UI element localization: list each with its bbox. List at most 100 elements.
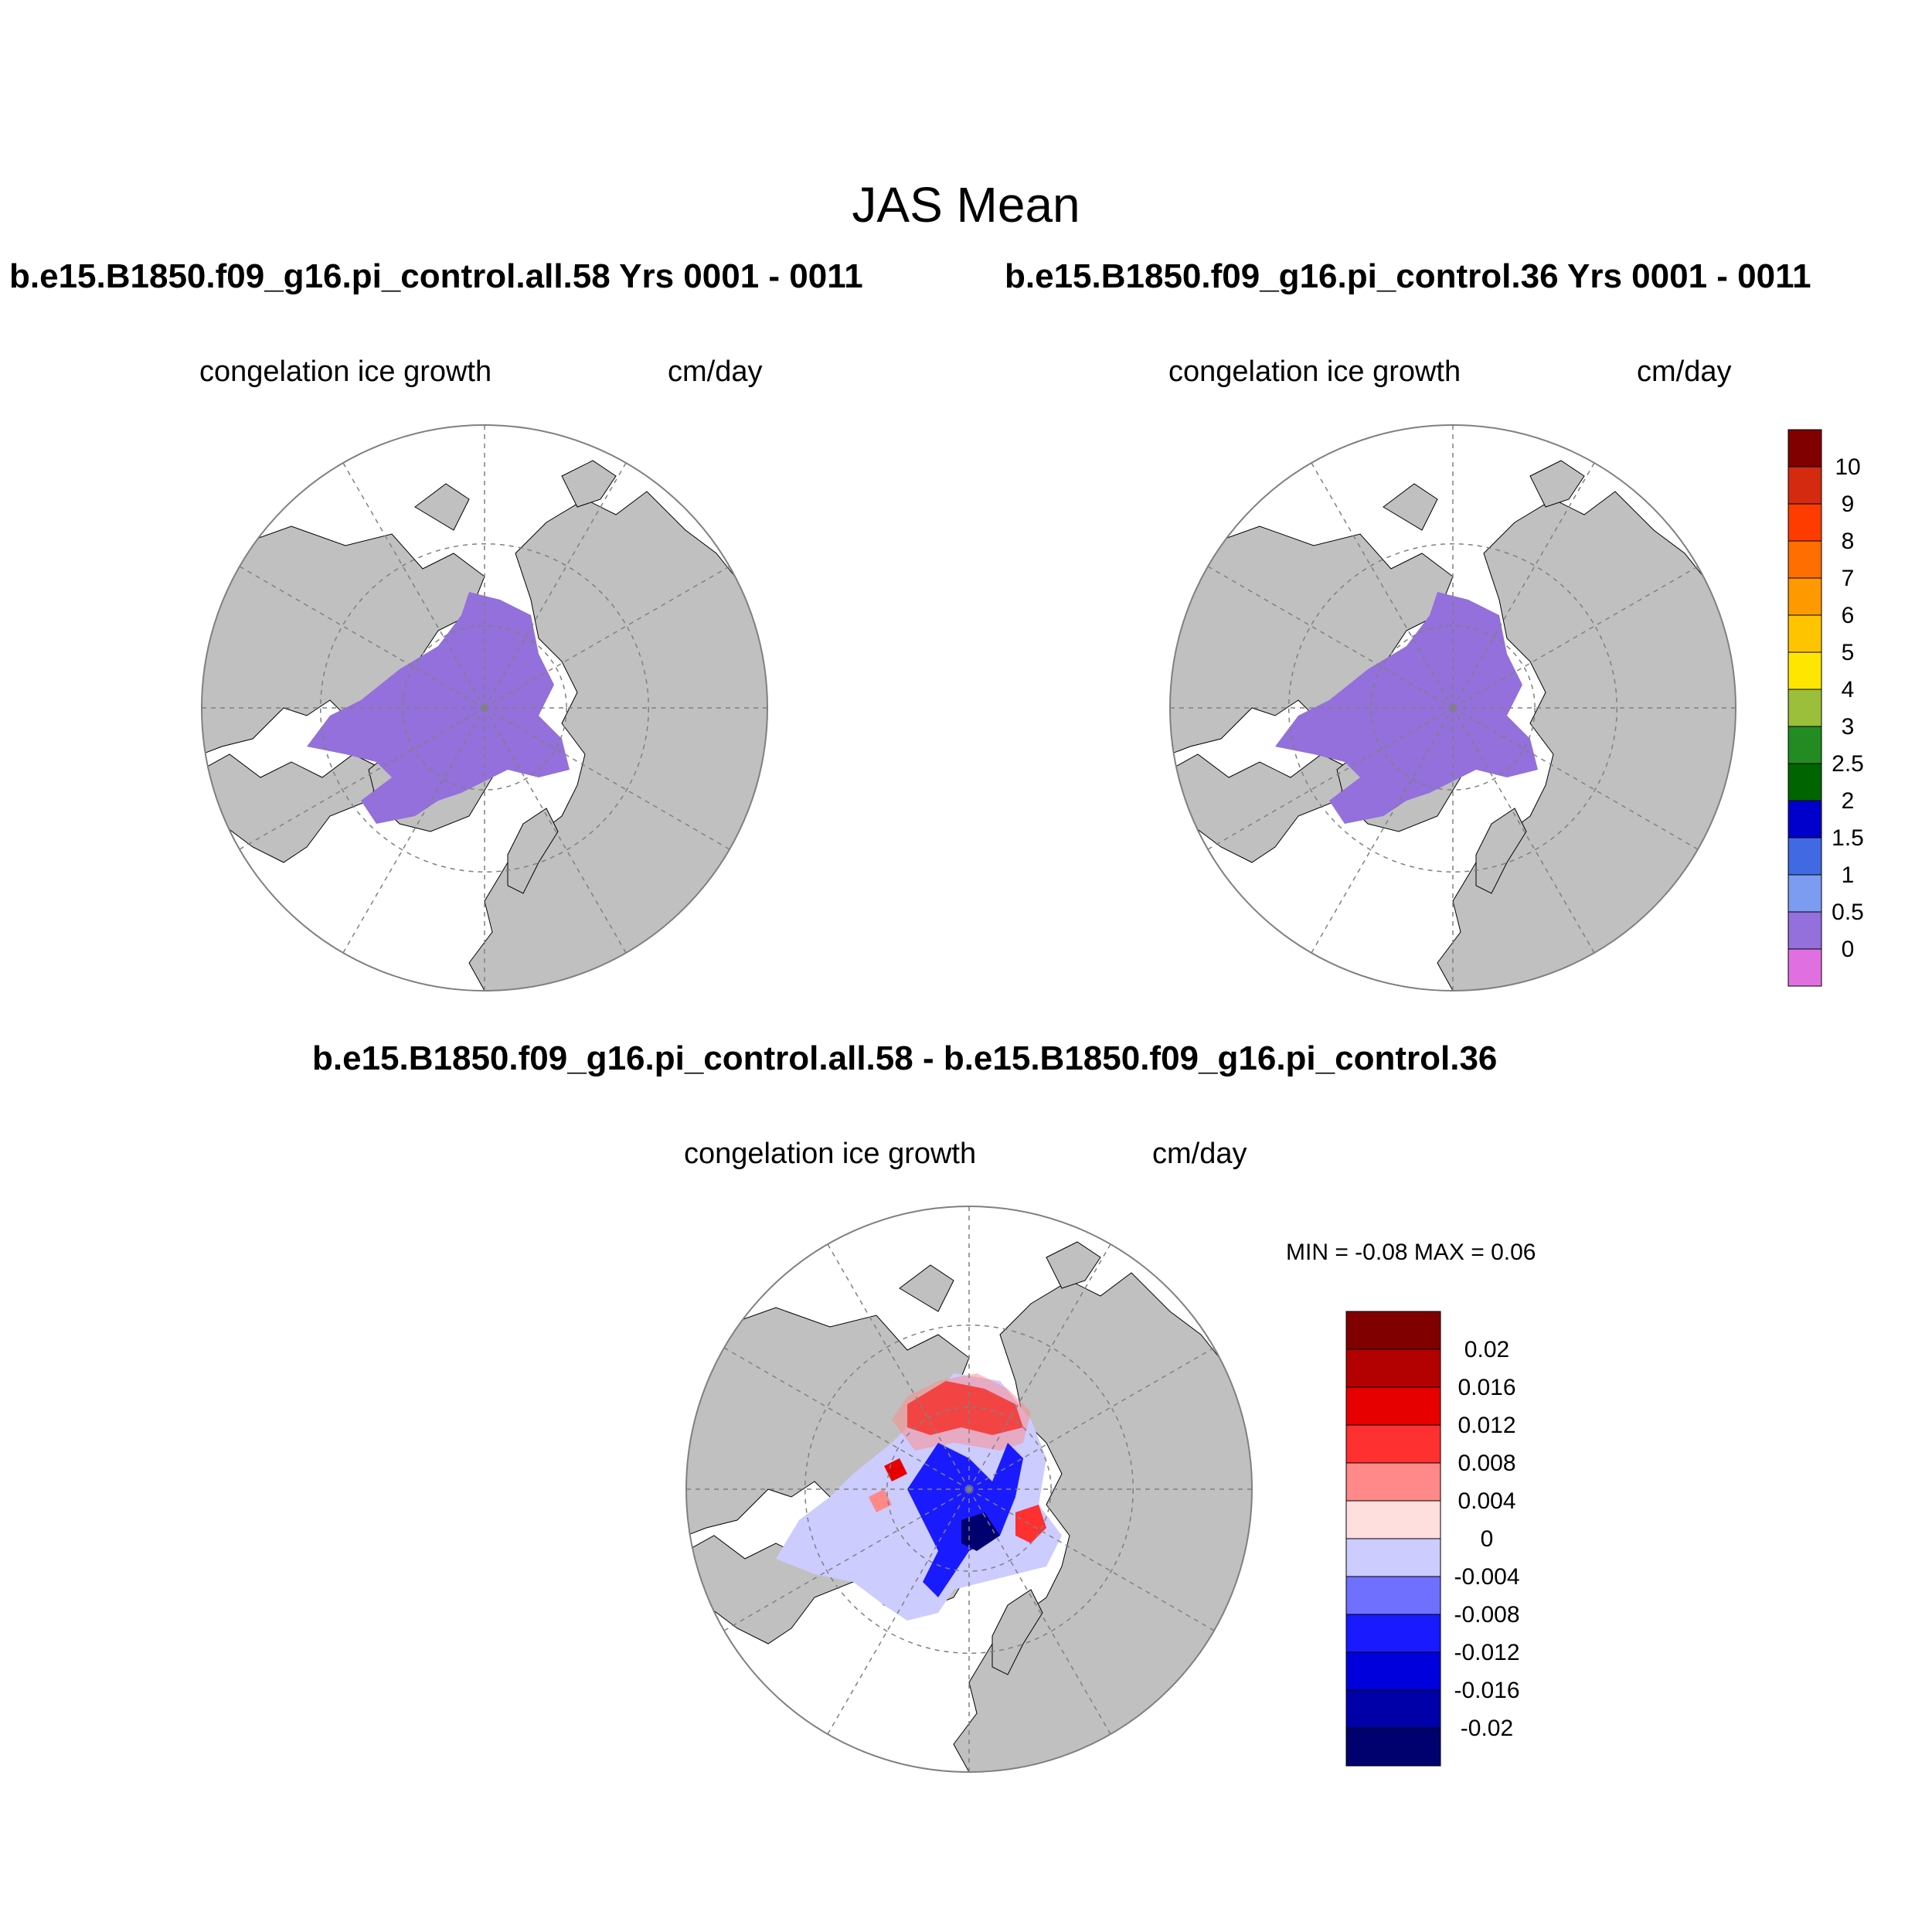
panel-3-left-label: congelation ice growth [684,1138,977,1170]
meridian-line [1452,566,1699,709]
colorbar-swatch [1345,1727,1441,1767]
colorbar-tick-label: 2.5 [1832,751,1864,777]
colorbar-swatch [1345,1651,1441,1691]
colorbar-swatch [1787,577,1822,616]
meridian-line [484,566,730,709]
panel-1-units: cm/day [668,355,763,388]
colorbar-tick-label: -0.012 [1454,1640,1519,1665]
colorbar-swatch [1345,1689,1441,1729]
colorbar-tick-label: 0.016 [1458,1375,1515,1400]
colorbar-tick-label: -0.02 [1461,1716,1513,1741]
colorbar-tick-label: 8 [1842,529,1855,554]
colorbar-tick-label: 0.02 [1464,1337,1509,1362]
panel-2-title: b.e15.B1850.f09_g16.pi_control.36 Yrs 00… [1005,257,1811,295]
colorbar-swatch [1787,726,1822,764]
colorbar-swatch [1345,1462,1441,1502]
meridian-line [968,1488,1111,1735]
meridian-line [1452,462,1595,709]
colorbar-swatch [1345,1386,1441,1426]
colorbar-tick-label: 9 [1842,492,1855,517]
meridian-line [827,1243,970,1490]
colorbar-swatch [1787,651,1822,690]
colorbar-tick-label: 0 [1481,1526,1494,1552]
colorbar-swatch [1345,1349,1441,1388]
latitude-circle [319,543,650,873]
panel-3-units: cm/day [1152,1138,1247,1170]
colorbar-tick-label: 6 [1842,603,1855,628]
latitude-circle [402,625,567,791]
panel-3-title: b.e15.B1850.f09_g16.pi_control.all.58 - … [312,1039,1498,1077]
colorbar-swatch [1787,503,1822,542]
colorbar-field: 10 9 8 7 6 5 4 3 2.5 2 1.5 1 0.5 0 [1787,429,1864,987]
colorbar-swatch [1345,1614,1441,1653]
colorbar-swatch [1787,614,1822,653]
meridian-line [723,1347,970,1490]
map-panel-1 [202,425,767,991]
colorbar-tick-label: -0.008 [1454,1602,1519,1628]
lat-lon-grid [202,425,767,991]
colorbar-tick-label: 0.5 [1832,900,1864,925]
colorbar-tick-label: 0.004 [1458,1488,1515,1514]
map-panel-2 [1170,425,1736,991]
panel-1-title: b.e15.B1850.f09_g16.pi_control.all.58 Yr… [9,257,863,295]
difference-field [776,1373,1062,1621]
meridian-line [827,1488,970,1735]
meridian-line [239,707,485,850]
colorbar-tick-label: 0.012 [1458,1413,1515,1438]
latitude-circle [804,1324,1134,1655]
map-2-border [1169,424,1736,992]
figure-title: JAS Mean [852,177,1080,233]
colorbar-swatch [1345,1500,1441,1539]
panel-2-left-label: congelation ice growth [1168,355,1461,388]
lat-lon-grid [1170,425,1736,991]
meridian-line [1452,707,1595,954]
colorbar-swatch [1787,429,1822,468]
colorbar-tick-label: 0 [1842,937,1855,962]
colorbar-tick-label: 7 [1842,566,1855,591]
panel-2-units: cm/day [1637,355,1732,388]
colorbar-swatch [1787,466,1822,505]
colorbar-swatch [1345,1538,1441,1577]
colorbar-tick-label: 5 [1842,640,1855,665]
colorbar-swatch [1345,1311,1441,1350]
colorbar-swatch [1787,763,1822,801]
colorbar-swatch [1345,1576,1441,1615]
colorbar-tick-label: 10 [1835,454,1860,480]
meridian-line [723,1488,970,1631]
latitude-circle [1287,543,1618,873]
meridian-line [1311,462,1454,709]
colorbar-tick-label: -0.016 [1454,1678,1519,1703]
colorbar-swatch [1787,911,1822,950]
meridian-line [484,462,627,709]
colorbar-tick-label: 2 [1842,788,1855,814]
colorbar-swatch [1787,800,1822,838]
colorbar-swatch [1787,689,1822,727]
meridian-line [968,1347,1215,1490]
map-panel-3 [686,1206,1252,1772]
min-max-readout: MIN = -0.08 MAX = 0.06 [1286,1240,1536,1265]
colorbar-swatch [1787,837,1822,876]
meridian-line [968,1243,1111,1490]
meridian-line [968,1488,1215,1631]
colorbar-tick-label: -0.004 [1454,1564,1519,1590]
meridian-line [342,462,485,709]
colorbar-tick-label: 0.008 [1458,1451,1515,1476]
colorbar-tick-label: 1.5 [1832,825,1864,851]
map-1-border [201,424,768,992]
meridian-line [484,707,730,850]
meridian-line [239,566,485,709]
colorbar-tick-label: 3 [1842,714,1855,740]
meridian-line [1452,707,1699,850]
colorbar-difference: 0.02 0.016 0.012 0.008 0.004 0 -0.004 -0.008 -0.… [1345,1311,1520,1767]
colorbar-swatch [1345,1424,1441,1464]
meridian-line [1207,707,1454,850]
colorbar-swatch [1787,948,1822,987]
colorbar-tick-label: 4 [1842,677,1855,702]
meridian-line [484,707,627,954]
panel-1-left-label: congelation ice growth [199,355,492,388]
map-3-border [685,1206,1253,1773]
latitude-circle [886,1406,1052,1572]
colorbar-swatch [1787,874,1822,913]
meridian-line [1311,707,1454,954]
